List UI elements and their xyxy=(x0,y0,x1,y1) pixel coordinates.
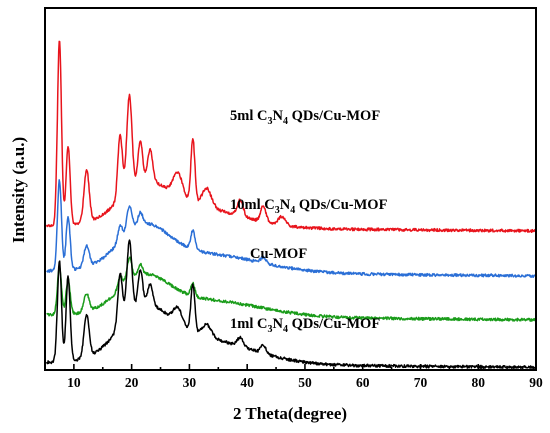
plot-frame xyxy=(44,7,537,371)
x-tick-label: 20 xyxy=(125,375,139,390)
series-line xyxy=(45,40,537,234)
x-tick-label: 60 xyxy=(356,375,370,390)
x-tick-label: 10 xyxy=(67,375,81,390)
series-line xyxy=(45,239,537,370)
series-label: 1ml C3N4 QDs/Cu-MOF xyxy=(230,316,380,335)
x-tick-label: 30 xyxy=(183,375,197,390)
series-label: Cu-MOF xyxy=(250,246,307,262)
series-label: 10ml C3N4 QDs/Cu-MOF xyxy=(230,197,388,216)
series-curves xyxy=(45,40,537,370)
x-tick-label: 70 xyxy=(414,375,428,390)
x-tick-label: 80 xyxy=(471,375,485,390)
series-labels: 5ml C3N4 QDs/Cu-MOF 10ml C3N4 QDs/Cu-MOF C… xyxy=(230,108,388,335)
series-label: 5ml C3N4 QDs/Cu-MOF xyxy=(230,108,380,127)
x-axis-ticks: 10 20 30 40 50 60 70 80 90 xyxy=(44,364,543,390)
series-line xyxy=(46,256,537,322)
x-tick-label: 90 xyxy=(529,375,543,390)
x-tick-label: 40 xyxy=(240,375,254,390)
x-axis-title: 2 Theta(degree) xyxy=(233,404,347,423)
y-axis-title: Intensity (a.u.) xyxy=(9,137,28,243)
series-line xyxy=(46,179,537,278)
x-tick-label: 50 xyxy=(298,375,312,390)
